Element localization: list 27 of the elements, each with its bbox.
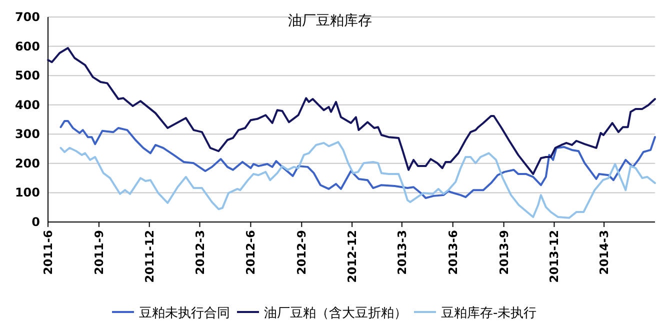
line-series xyxy=(47,47,656,175)
y-tick-label: 500 xyxy=(14,68,40,83)
x-tick-label: 2012-3 xyxy=(192,230,207,275)
y-tick-label: 400 xyxy=(14,98,40,112)
chart-title: 油厂豆粕库存 xyxy=(288,13,372,29)
y-tick-label: 100 xyxy=(14,186,40,200)
x-tick-label: 2013-12 xyxy=(547,230,562,283)
x-tick-label: 2014-3 xyxy=(597,230,612,275)
x-tick-label: 2011-12 xyxy=(142,230,156,283)
x-tick-label: 2012-6 xyxy=(244,230,258,275)
legend-label: 豆粕未执行合同 xyxy=(139,306,230,321)
x-tick-label: 2013-6 xyxy=(446,230,460,275)
y-tick-label: 0 xyxy=(32,215,40,229)
x-tick-label: 2012-9 xyxy=(294,230,309,275)
line-series xyxy=(60,120,656,199)
line-series xyxy=(60,141,656,219)
y-tick-label: 700 xyxy=(14,10,40,24)
x-tick-label: 2011-9 xyxy=(92,230,106,275)
x-tick-label: 2013-9 xyxy=(496,230,511,275)
x-tick-label: 2012-12 xyxy=(345,230,360,283)
y-tick-label: 600 xyxy=(14,39,40,54)
legend-label: 油厂豆粕（含大豆折粕） xyxy=(264,306,407,321)
y-tick-label: 300 xyxy=(14,127,40,142)
legend-label: 豆粕库存-未执行 xyxy=(441,306,537,321)
y-tick-label: 200 xyxy=(14,156,40,170)
x-tick-label: 2013-3 xyxy=(394,230,409,275)
x-tick-label: 2011-6 xyxy=(41,230,55,275)
